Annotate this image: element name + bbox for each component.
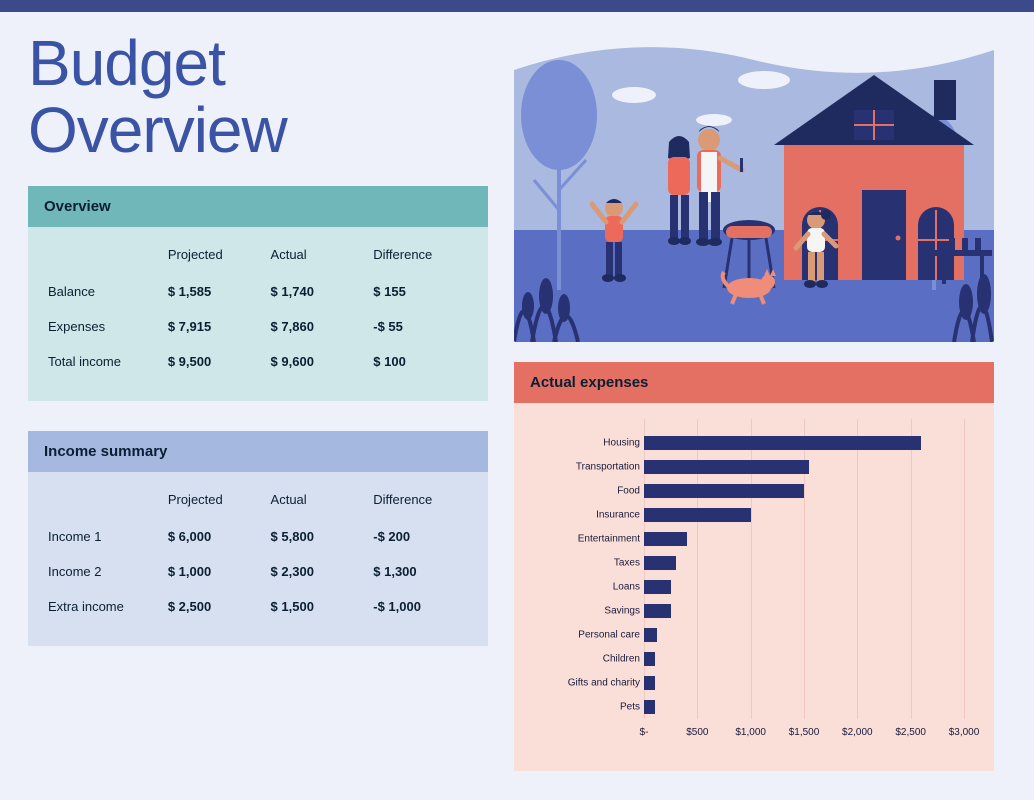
right-column: Actual expenses $- $500 $1,000 $1,500 $2,000… [514, 30, 994, 771]
overview-table: Projected Actual Difference Balance $ 1,… [44, 237, 472, 379]
chart-category-label: Children [603, 654, 640, 665]
chart-bar [644, 508, 751, 522]
chart-x-tick: $1,000 [735, 727, 766, 738]
row-label: Income 1 [44, 519, 164, 554]
overview-body: Projected Actual Difference Balance $ 1,… [28, 227, 488, 401]
cell-difference: -$ 200 [369, 519, 472, 554]
chart-bar [644, 532, 687, 546]
row-label: Income 2 [44, 554, 164, 589]
expenses-chart-panel: Actual expenses $- $500 $1,000 $1,500 $2,000… [514, 362, 994, 771]
left-column: Budget Overview Overview Projected Actua… [28, 30, 488, 771]
chart-gridline [911, 419, 912, 719]
cell-actual: $ 2,300 [267, 554, 370, 589]
cell-actual: $ 9,600 [267, 344, 370, 379]
overview-header: Overview [28, 186, 488, 227]
chart-category-label: Savings [604, 606, 640, 617]
chart-bar [644, 460, 809, 474]
cell-projected: $ 1,000 [164, 554, 267, 589]
col-blank [44, 482, 164, 519]
col-difference: Difference [369, 237, 472, 274]
chart-x-tick: $2,500 [895, 727, 926, 738]
cell-projected: $ 6,000 [164, 519, 267, 554]
chart-bar [644, 700, 655, 714]
income-header: Income summary [28, 431, 488, 472]
page-content: Budget Overview Overview Projected Actua… [0, 12, 1034, 771]
chart-bar [644, 580, 671, 594]
chart-category-label: Housing [603, 438, 640, 449]
chart-category-label: Gifts and charity [568, 678, 640, 689]
col-actual: Actual [267, 237, 370, 274]
table-row: Expenses $ 7,915 $ 7,860 -$ 55 [44, 309, 472, 344]
chart-gridline [964, 419, 965, 719]
table-row: Income 1 $ 6,000 $ 5,800 -$ 200 [44, 519, 472, 554]
row-label: Balance [44, 274, 164, 309]
income-panel: Income summary Projected Actual Differen… [28, 431, 488, 646]
chart-bar [644, 484, 804, 498]
chart-gridline [857, 419, 858, 719]
table-row: Balance $ 1,585 $ 1,740 $ 155 [44, 274, 472, 309]
cell-actual: $ 5,800 [267, 519, 370, 554]
chart-category-label: Transportation [576, 462, 640, 473]
chart-bar [644, 676, 655, 690]
income-body: Projected Actual Difference Income 1 $ 6… [28, 472, 488, 646]
cell-difference: $ 155 [369, 274, 472, 309]
chart-category-label: Pets [620, 702, 640, 713]
chart-x-tick: $- [640, 727, 649, 738]
row-label: Expenses [44, 309, 164, 344]
chart-bar [644, 604, 671, 618]
chart-category-label: Entertainment [578, 534, 640, 545]
hero-illustration [514, 30, 994, 342]
expenses-chart-area: $-$500$1,000$1,500$2,000$2,500$3,000Hous… [532, 419, 976, 729]
chart-category-label: Personal care [578, 630, 640, 641]
top-accent-bar [0, 0, 1034, 12]
chart-bar [644, 628, 657, 642]
chart-x-tick: $1,500 [789, 727, 820, 738]
cell-projected: $ 7,915 [164, 309, 267, 344]
cell-actual: $ 7,860 [267, 309, 370, 344]
overview-panel: Overview Projected Actual Difference Bal… [28, 186, 488, 401]
cell-difference: -$ 1,000 [369, 589, 472, 624]
chart-x-tick: $3,000 [949, 727, 980, 738]
table-row: Income 2 $ 1,000 $ 2,300 $ 1,300 [44, 554, 472, 589]
col-blank [44, 237, 164, 274]
chart-x-tick: $2,000 [842, 727, 873, 738]
col-actual: Actual [267, 482, 370, 519]
cell-actual: $ 1,500 [267, 589, 370, 624]
row-label: Extra income [44, 589, 164, 624]
chart-category-label: Insurance [596, 510, 640, 521]
chart-category-label: Loans [613, 582, 640, 593]
cell-difference: $ 1,300 [369, 554, 472, 589]
expenses-chart-header: Actual expenses [514, 362, 994, 403]
table-row: Total income $ 9,500 $ 9,600 $ 100 [44, 344, 472, 379]
col-projected: Projected [164, 237, 267, 274]
income-table: Projected Actual Difference Income 1 $ 6… [44, 482, 472, 624]
cell-projected: $ 9,500 [164, 344, 267, 379]
chart-bar [644, 652, 655, 666]
row-label: Total income [44, 344, 164, 379]
chart-bar [644, 436, 921, 450]
cell-actual: $ 1,740 [267, 274, 370, 309]
col-projected: Projected [164, 482, 267, 519]
cell-difference: -$ 55 [369, 309, 472, 344]
chart-category-label: Taxes [614, 558, 640, 569]
chart-x-tick: $500 [686, 727, 708, 738]
page-title: Budget Overview [28, 30, 488, 164]
cell-projected: $ 2,500 [164, 589, 267, 624]
chart-category-label: Food [617, 486, 640, 497]
cell-projected: $ 1,585 [164, 274, 267, 309]
cell-difference: $ 100 [369, 344, 472, 379]
expenses-chart-body: $- $500 $1,000 $1,500 $2,000 $2,500 $3,000 Hous… [514, 403, 994, 771]
chart-bar [644, 556, 676, 570]
table-row: Extra income $ 2,500 $ 1,500 -$ 1,000 [44, 589, 472, 624]
col-difference: Difference [369, 482, 472, 519]
